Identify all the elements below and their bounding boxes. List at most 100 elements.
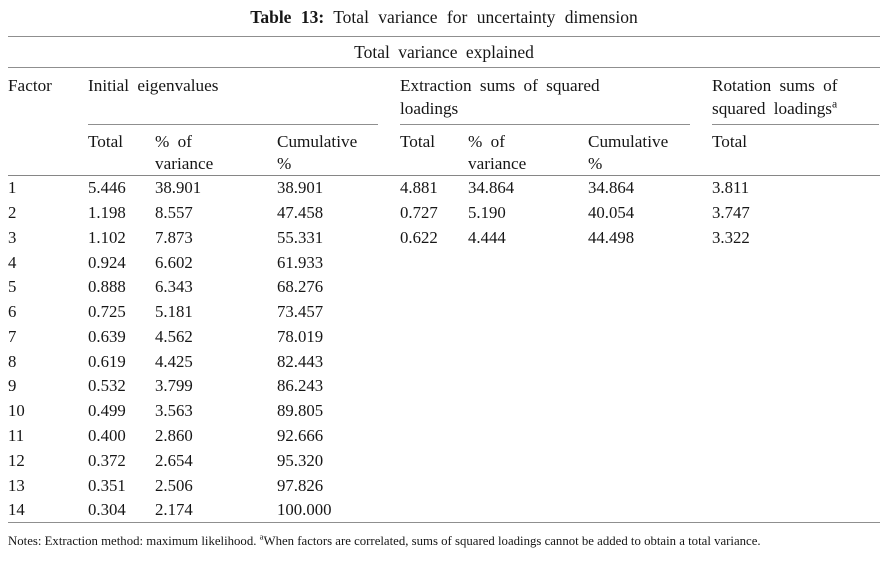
group-label-initial: Initial eigenvalues [88,76,219,95]
cell-initial-pct-variance: 2.860 [155,426,193,446]
cell-initial-total: 1.102 [88,227,126,247]
cell-factor: 1 [8,178,17,198]
cell-extraction-cumulative [588,349,712,374]
table-row: 12 0.372 2.654 95.320 [8,448,880,473]
cell-extraction-pct-variance [468,399,588,424]
table-notes: Notes: Extraction method: maximum likeli… [8,532,880,551]
cell-extraction-total [400,399,468,424]
cell-initial-pct-variance: 2.654 [155,450,193,470]
sub-header-row: Total % of variance Cumulative % Total %… [8,124,880,177]
cell-initial-cumulative: 89.805 [277,401,324,421]
cell-extraction-cumulative [588,374,712,399]
cell-extraction-total [400,250,468,275]
cell-initial-pct-variance: 6.602 [155,252,193,272]
col-header-factor: Factor [8,67,88,177]
table-number-label: Table 13: [250,7,325,27]
cell-initial-cumulative: 55.331 [277,227,324,247]
cell-extraction-total [400,374,468,399]
cell-factor: 5 [8,277,17,297]
cell-initial-total: 0.888 [88,277,126,297]
cell-extraction-total: 4.881 [400,178,438,198]
footnote-marker-notes: a [259,532,264,543]
notes-prefix: Notes: Extraction method: maximum likeli… [8,534,260,549]
cell-rotation-total [712,374,880,399]
cell-initial-pct-variance: 38.901 [155,178,202,198]
cell-rotation-total [712,325,880,350]
cell-initial-cumulative: 95.320 [277,450,324,470]
cell-initial-cumulative: 61.933 [277,252,324,272]
cell-extraction-total [400,325,468,350]
cell-rotation-total [712,424,880,449]
table-body: 1 5.446 38.901 38.901 4.881 34.864 34.86… [8,176,880,524]
cell-extraction-cumulative [588,275,712,300]
cell-initial-cumulative: 100.000 [277,498,400,524]
cell-initial-total: 0.499 [88,401,126,421]
cell-extraction-pct-variance [468,498,588,524]
cell-initial-cumulative: 82.443 [277,351,324,371]
notes-body: When factors are correlated, sums of squ… [263,534,761,549]
cell-rotation-total: 3.747 [712,202,750,222]
cell-factor: 13 [8,475,25,495]
cell-initial-total: 0.532 [88,376,126,396]
cell-extraction-pct-variance [468,424,588,449]
cell-rotation-total [712,399,880,424]
table-row: 7 0.639 4.562 78.019 [8,325,880,350]
table-caption: Total variance explained [8,36,880,68]
cell-initial-pct-variance: 6.343 [155,277,193,297]
cell-extraction-cumulative [588,325,712,350]
cell-initial-total: 0.639 [88,326,126,346]
table-row: 13 0.351 2.506 97.826 [8,473,880,498]
cell-extraction-pct-variance [468,250,588,275]
cell-extraction-total [400,349,468,374]
cell-rotation-total [712,300,880,325]
cell-factor: 4 [8,252,17,272]
table-row: 10 0.499 3.563 89.805 [8,399,880,424]
cell-initial-cumulative: 92.666 [277,426,324,446]
cell-rotation-total: 3.322 [712,227,750,247]
cell-extraction-cumulative [588,473,712,498]
cell-extraction-pct-variance [468,325,588,350]
table-row: 3 1.102 7.873 55.331 0.622 4.444 44.498 … [8,225,880,250]
col-header-extraction-total: Total [400,124,468,177]
table-row: 2 1.198 8.557 47.458 0.727 5.190 40.054 … [8,201,880,226]
cell-factor: 8 [8,351,17,371]
cell-initial-cumulative: 73.457 [277,302,324,322]
col-header-initial-cumulative: Cumulative % [277,124,400,177]
col-header-extraction-cumulative: Cumulative % [588,124,712,177]
col-header-initial-cumulative-label: Cumulative % [277,131,358,173]
cell-extraction-total [400,498,468,524]
cell-factor: 3 [8,227,17,247]
cell-extraction-total [400,473,468,498]
cell-rotation-total [712,250,880,275]
cell-initial-total: 0.351 [88,475,126,495]
cell-factor: 7 [8,326,17,346]
cell-initial-total: 0.619 [88,351,126,371]
cell-factor: 11 [8,426,25,446]
cell-initial-cumulative: 86.243 [277,376,324,396]
col-header-extraction-total-label: Total [400,131,436,151]
cell-extraction-cumulative [588,250,712,275]
cell-rotation-total: 3.811 [712,178,750,198]
cell-extraction-cumulative [588,498,712,524]
cell-initial-total: 0.924 [88,252,126,272]
cell-extraction-pct-variance [468,448,588,473]
cell-extraction-cumulative: 34.864 [588,178,635,198]
cell-rotation-total [712,349,880,374]
table-row: 4 0.924 6.602 61.933 [8,250,880,275]
cell-factor: 2 [8,202,17,222]
table-title: Table 13: Total variance for uncertainty… [0,7,888,28]
group-header-rotation-sums: Rotation sums of squared loadingsa [712,68,880,125]
cell-initial-total: 0.304 [88,498,155,524]
cell-factor: 10 [8,401,25,421]
cell-extraction-cumulative [588,399,712,424]
cell-extraction-cumulative: 44.498 [588,227,635,247]
cell-extraction-cumulative [588,448,712,473]
col-header-initial-total-label: Total [88,131,124,151]
cell-initial-cumulative: 68.276 [277,277,324,297]
cell-initial-pct-variance: 2.506 [155,475,193,495]
cell-extraction-total [400,448,468,473]
cell-rotation-total [712,498,880,524]
table-row: 6 0.725 5.181 73.457 [8,300,880,325]
col-header-extraction-cumulative-label: Cumulative % [588,131,669,173]
footnote-marker-a: a [832,96,838,110]
